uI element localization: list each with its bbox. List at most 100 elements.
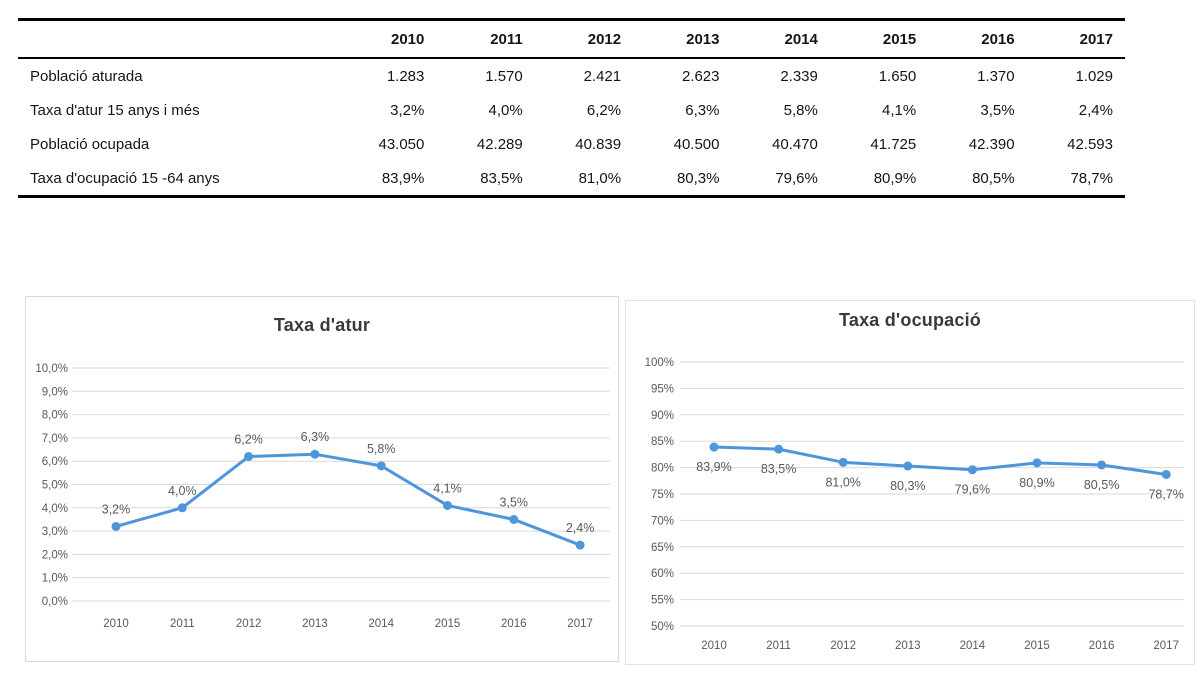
data-label: 3,5% bbox=[500, 495, 529, 509]
table-header: 2010 2011 2012 2013 2014 2015 2016 2017 bbox=[18, 19, 1125, 59]
value-cell: 1.029 bbox=[1075, 68, 1113, 85]
year-header-cell: 2014 bbox=[731, 19, 830, 59]
value-cell: 83,9% bbox=[381, 170, 425, 187]
y-tick-label: 60% bbox=[651, 568, 674, 580]
data-point bbox=[1032, 458, 1042, 468]
value-cell: 1.283 bbox=[386, 68, 425, 85]
value-cell: 42.390 bbox=[968, 136, 1015, 153]
data-label: 6,3% bbox=[301, 430, 330, 444]
value-cell: 40.500 bbox=[673, 136, 720, 153]
chart-canvas-taxa-atur: 10,0% 9,0% 8,0% 7,0% 6,0% 5,0% 4,0% 3,0% 2,0% 1,0… bbox=[35, 363, 610, 630]
table-body: Població aturada 1.283 1.570 2.421 2.623 2.33… bbox=[18, 58, 1125, 197]
data-label: 6,2% bbox=[234, 433, 263, 447]
y-tick-label: 9,0% bbox=[42, 386, 68, 398]
x-tick-label: 2011 bbox=[170, 618, 195, 630]
value-cell: 6,2% bbox=[586, 102, 622, 119]
y-tick-label: 65% bbox=[651, 542, 674, 554]
series-line bbox=[712, 445, 1168, 476]
y-tick-label: 6,0% bbox=[42, 456, 68, 468]
employment-stats-table: 2010 2011 2012 2013 2014 2015 2016 2017 Poblaci… bbox=[18, 18, 1125, 198]
row-label-cell: Taxa d'atur 15 anys i més bbox=[30, 102, 200, 119]
x-tick-label: 2016 bbox=[501, 618, 527, 630]
y-tick-label: 8,0% bbox=[42, 410, 68, 422]
value-cell: 81,0% bbox=[578, 170, 622, 187]
y-tick-label: 55% bbox=[651, 595, 674, 607]
y-tick-label: 7,0% bbox=[42, 433, 68, 445]
table-header-row: 2010 2011 2012 2013 2014 2015 2016 2017 bbox=[18, 19, 1125, 59]
value-cell: 4,0% bbox=[488, 102, 523, 119]
chart-taxa-atur: Taxa d'atur 10,0% 9,0% 8,0% 7,0% 6,0% 5,0% 4,0… bbox=[25, 296, 619, 662]
data-label: 83,9% bbox=[696, 460, 731, 474]
data-label: 80,5% bbox=[1084, 478, 1119, 492]
value-cell: 1.650 bbox=[878, 68, 917, 85]
value-cell: 1.570 bbox=[485, 68, 523, 85]
data-point bbox=[509, 514, 519, 524]
value-cell: 83,5% bbox=[480, 170, 523, 187]
data-point bbox=[111, 521, 121, 531]
y-tick-label: 4,0% bbox=[42, 503, 68, 515]
data-label: 79,6% bbox=[955, 483, 990, 497]
value-cell: 3,5% bbox=[980, 102, 1015, 119]
data-point bbox=[838, 457, 848, 467]
table-row: Taxa d'atur 15 anys i més 3,2% 4,0% 6,2% 6,3… bbox=[18, 93, 1125, 127]
value-cell: 2,4% bbox=[1078, 102, 1113, 119]
value-cell: 40.470 bbox=[771, 136, 818, 153]
data-label: 80,9% bbox=[1019, 476, 1054, 490]
value-cell: 78,7% bbox=[1070, 170, 1113, 187]
year-header-cell: 2010 bbox=[338, 19, 437, 59]
y-tick-label: 90% bbox=[651, 410, 674, 422]
data-point bbox=[244, 452, 254, 462]
table-corner-cell bbox=[18, 19, 338, 59]
row-label-cell: Població aturada bbox=[30, 68, 143, 85]
data-point bbox=[376, 461, 386, 471]
series-line bbox=[114, 452, 582, 547]
data-point bbox=[177, 503, 187, 513]
year-header-cell: 2012 bbox=[534, 19, 634, 59]
y-tick-label: 95% bbox=[651, 383, 674, 395]
x-tick-label: 2012 bbox=[830, 640, 856, 652]
y-tick-label: 70% bbox=[651, 515, 674, 527]
value-cell: 2.623 bbox=[681, 68, 720, 85]
data-point bbox=[443, 500, 452, 510]
x-tick-label: 2014 bbox=[368, 618, 394, 630]
y-tick-label: 80% bbox=[651, 463, 674, 475]
value-cell: 42.593 bbox=[1067, 136, 1113, 153]
data-label: 2,4% bbox=[566, 521, 595, 535]
data-point bbox=[1097, 460, 1107, 470]
x-tick-label: 2010 bbox=[701, 640, 727, 652]
y-tick-label: 10,0% bbox=[35, 363, 68, 375]
value-cell: 40.839 bbox=[575, 136, 622, 153]
x-tick-label: 2013 bbox=[895, 640, 921, 652]
data-label: 5,8% bbox=[367, 442, 396, 456]
chart-title-taxa-ocupacio: Taxa d'ocupació bbox=[839, 310, 981, 330]
year-header-cell: 2013 bbox=[633, 19, 732, 59]
value-cell: 4,1% bbox=[882, 102, 917, 119]
x-tick-label: 2010 bbox=[103, 618, 129, 630]
data-point bbox=[903, 461, 913, 471]
year-header-cell: 2015 bbox=[829, 19, 929, 59]
table-row: Població aturada 1.283 1.570 2.421 2.623 2.33… bbox=[18, 58, 1125, 93]
y-tick-label: 85% bbox=[651, 436, 674, 448]
value-cell: 43.050 bbox=[378, 136, 425, 153]
x-tick-label: 2012 bbox=[236, 618, 262, 630]
x-tick-label: 2011 bbox=[766, 640, 791, 652]
data-point bbox=[709, 442, 719, 452]
data-point bbox=[774, 444, 784, 454]
y-tick-label: 2,0% bbox=[42, 549, 68, 561]
table-row: Població ocupada 43.050 42.289 40.839 40.500… bbox=[18, 127, 1125, 161]
year-header-cell: 2017 bbox=[1026, 19, 1125, 59]
y-tick-label: 5,0% bbox=[42, 480, 68, 492]
y-tick-label: 3,0% bbox=[42, 526, 68, 538]
data-label: 4,1% bbox=[433, 481, 462, 495]
y-tick-label: 100% bbox=[645, 357, 674, 369]
row-label-cell: Taxa d'ocupació 15 -64 anys bbox=[30, 170, 220, 187]
row-label-cell: Població ocupada bbox=[30, 136, 150, 153]
value-cell: 42.289 bbox=[476, 136, 523, 153]
value-cell: 3,2% bbox=[390, 102, 425, 119]
year-header-cell: 2011 bbox=[436, 19, 535, 59]
value-cell: 5,8% bbox=[783, 102, 818, 119]
y-tick-label: 75% bbox=[651, 489, 674, 501]
value-cell: 41.725 bbox=[870, 136, 917, 153]
data-point bbox=[967, 465, 977, 475]
